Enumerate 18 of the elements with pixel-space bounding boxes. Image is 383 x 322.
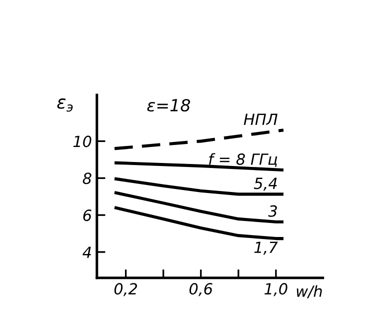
y-tick-label: 4 [82,246,91,258]
series-label: НПЛ [244,114,278,125]
annotation: ε=18 [147,98,190,112]
line-series [113,177,285,196]
series-label: 3 [268,205,277,217]
series-label: 5,4 [254,178,277,191]
x-axis-title: w/h [296,285,322,298]
line-series [113,191,285,224]
series-label: 1,7 [254,242,278,255]
y-axis-title: ε$_{э}$ [57,98,73,112]
x-tick-label: 0,2 [114,283,138,296]
line-series [113,206,285,240]
y-tick-label: 10 [73,136,92,148]
series-label: f = 8 ГГц [209,153,278,167]
y-tick-label: 6 [83,210,92,222]
y-tick-label: 8 [82,172,92,184]
x-tick-label: 0,6 [189,283,212,296]
x-tick-label: 1,0 [264,283,288,296]
